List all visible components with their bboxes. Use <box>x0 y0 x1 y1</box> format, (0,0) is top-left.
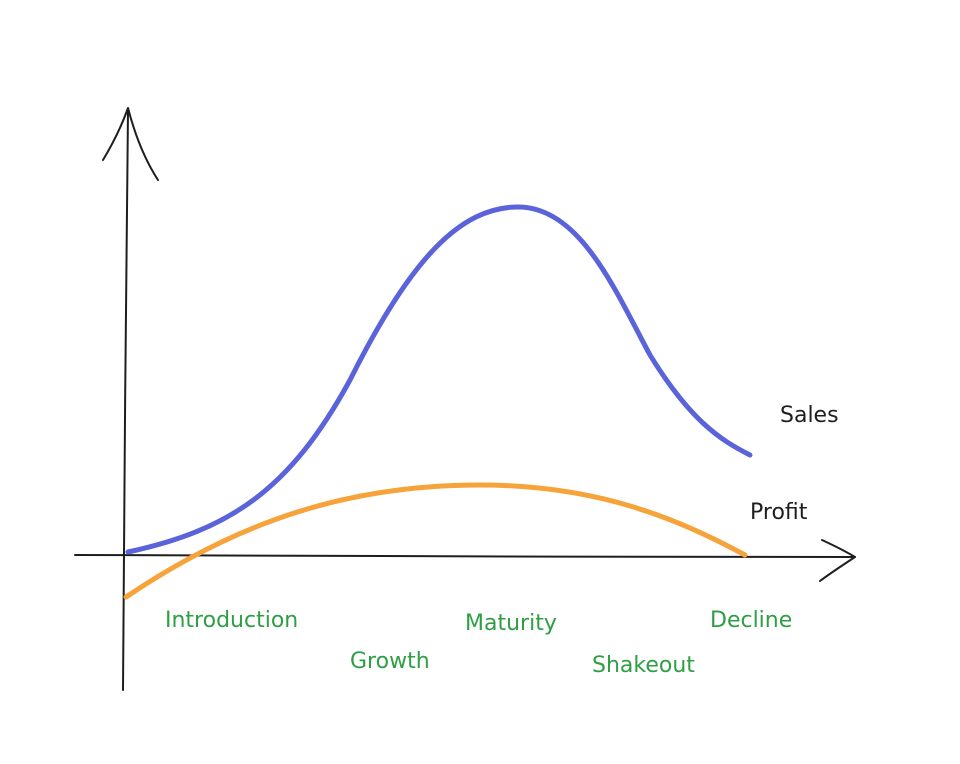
stage-label: Introduction <box>165 608 298 633</box>
curve-label: Sales <box>780 403 839 428</box>
stage-label: Growth <box>350 649 430 674</box>
stage-label: Maturity <box>465 611 557 636</box>
y-axis-arrowhead <box>102 107 159 181</box>
stage-label: Shakeout <box>592 653 695 678</box>
curve-label: Profit <box>750 500 808 525</box>
sales-curve <box>125 204 753 555</box>
y-axis <box>122 109 129 691</box>
x-axis <box>74 554 856 558</box>
stage-label: Decline <box>710 608 792 633</box>
profit-curve <box>123 482 748 600</box>
x-axis-arrowhead <box>819 539 856 582</box>
